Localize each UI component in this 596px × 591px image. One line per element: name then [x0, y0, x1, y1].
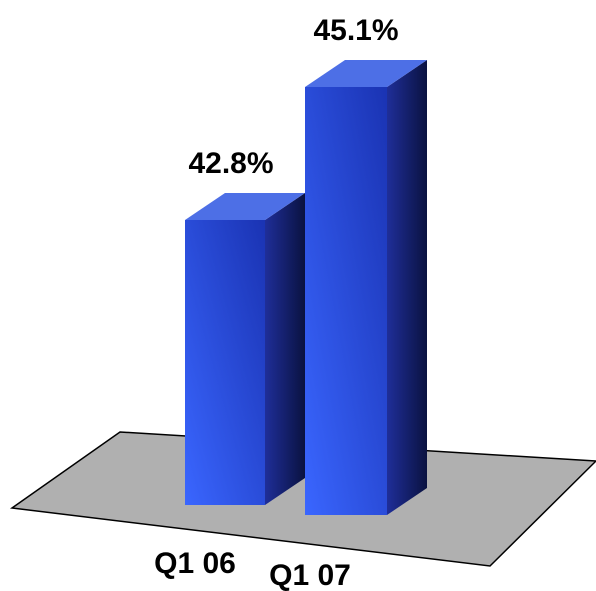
bar-top-face: [305, 60, 427, 87]
category-label-q1-06: Q1 06: [154, 547, 236, 580]
data-label-q1-07: 45.1%: [313, 14, 398, 47]
data-label-q1-06: 42.8%: [188, 147, 273, 180]
bar-side-face: [265, 193, 305, 505]
bar-side-face: [387, 60, 427, 515]
bar-front-face: [185, 220, 265, 505]
bars-group: [185, 60, 427, 515]
labels-group: 42.8% Q1 06 45.1% Q1 07: [154, 14, 398, 591]
category-label-q1-07: Q1 07: [269, 559, 351, 591]
bar-q1-07: [305, 60, 427, 515]
chart-floor: [9, 431, 596, 567]
bar-front-face: [305, 87, 387, 515]
bar-top-face: [185, 193, 305, 220]
bar-q1-06: [185, 193, 305, 505]
